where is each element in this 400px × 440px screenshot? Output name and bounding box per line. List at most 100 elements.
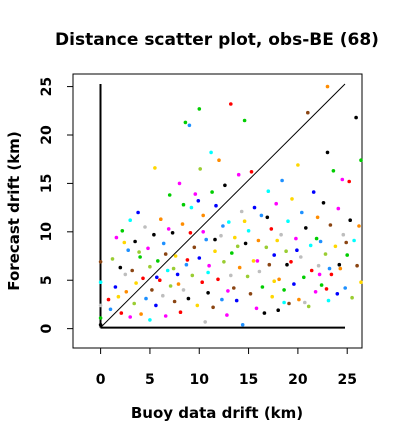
x-tick-label: 5 (145, 372, 155, 388)
scatter-point (153, 166, 157, 170)
scatter-point (269, 227, 274, 231)
scatter-point (204, 237, 208, 242)
scatter-point (128, 218, 132, 222)
scatter-point (237, 265, 242, 270)
scatter-point (294, 236, 298, 241)
scatter-point (239, 209, 244, 214)
scatter-point (257, 269, 262, 274)
scatter-point (282, 300, 286, 305)
scatter-point (98, 303, 103, 308)
scatter-point (255, 259, 260, 263)
scatter-point (246, 229, 251, 233)
scatter-point (167, 193, 172, 197)
scatter-point (325, 150, 330, 155)
scatter-point (119, 311, 124, 315)
scatter-point (223, 183, 227, 188)
scatter-point (264, 245, 269, 250)
scatter-point (122, 240, 127, 245)
scatter-point (130, 268, 134, 273)
scatter-point (274, 201, 279, 206)
scatter-point (319, 283, 324, 287)
scatter-point (190, 273, 195, 278)
scatter-point (120, 229, 125, 233)
scatter-point (315, 215, 320, 220)
scatter-point (234, 298, 239, 303)
scatter-point (186, 296, 191, 301)
scatter-point (272, 253, 277, 257)
scatter-point (144, 296, 148, 301)
scatter-point (133, 239, 137, 244)
scatter-point (222, 260, 226, 264)
scatter-point (226, 289, 230, 293)
scatter-point (163, 314, 168, 318)
y-tick-label: 0 (39, 323, 55, 333)
scatter-point (175, 272, 180, 277)
scatter-point (235, 244, 240, 249)
scatter-point (185, 258, 190, 262)
scatter-point (152, 232, 156, 237)
y-axis-label: Forecast drift (km) (5, 131, 23, 290)
y-ticks: 0 5 10 15 20 25 (39, 77, 73, 333)
scatter-point (347, 179, 352, 184)
scatter-point (230, 251, 234, 255)
scatter-point (148, 318, 152, 322)
scatter-point (183, 120, 188, 125)
scatter-point (155, 275, 159, 280)
scatter-point (329, 272, 334, 277)
scatter-point (184, 262, 189, 267)
scatter-point (156, 259, 160, 263)
scatter-point (197, 107, 202, 111)
scatter-point (200, 280, 204, 285)
scatter-point (124, 290, 129, 294)
scatter-point (150, 288, 154, 292)
scatter-point (195, 303, 200, 308)
scatter-point (98, 260, 103, 264)
scatter-point (240, 323, 245, 327)
scatter-point (229, 273, 233, 278)
scatter-point (249, 170, 254, 174)
scatter-point (154, 303, 158, 308)
scatter-point (209, 150, 213, 155)
scatter-point (225, 313, 229, 317)
scatter-point (181, 202, 186, 207)
x-tick-label: 0 (96, 372, 106, 388)
scatter-point (306, 304, 311, 309)
scatter-point (359, 280, 363, 285)
scatter-point (201, 213, 205, 218)
scatter-point (161, 293, 165, 298)
scatter-point (343, 286, 348, 290)
points-layer (98, 84, 363, 327)
scatter-point (197, 256, 202, 260)
scatter-point (324, 287, 329, 291)
scatter-point (220, 297, 224, 302)
scatter-point (338, 266, 343, 271)
scatter-point (136, 210, 140, 215)
scatter-point (232, 286, 236, 290)
scatter-point (159, 217, 163, 221)
scatter-point (352, 238, 356, 243)
scatter-point (321, 201, 326, 205)
scatter-point (213, 237, 217, 242)
scatter-point (242, 118, 247, 123)
scatter-point (300, 210, 304, 215)
identity-line (100, 83, 346, 328)
scatter-point (355, 263, 359, 268)
scatter-point (168, 284, 173, 288)
scatter-point (138, 255, 142, 259)
scatter-point (181, 288, 186, 292)
scatter-point (287, 301, 291, 306)
scatter-point (302, 275, 306, 280)
y-tick-label: 5 (39, 275, 55, 285)
scatter-point (323, 252, 328, 256)
scatter-point (98, 323, 103, 327)
scatter-point (214, 203, 218, 208)
scatter-point (327, 266, 332, 271)
scatter-point (192, 245, 197, 250)
x-tick-label: 15 (239, 372, 258, 388)
scatter-point (354, 115, 358, 120)
scatter-point (286, 219, 290, 223)
scatter-point (248, 292, 253, 296)
scatter-point (326, 298, 331, 303)
scatter-point (177, 181, 182, 186)
